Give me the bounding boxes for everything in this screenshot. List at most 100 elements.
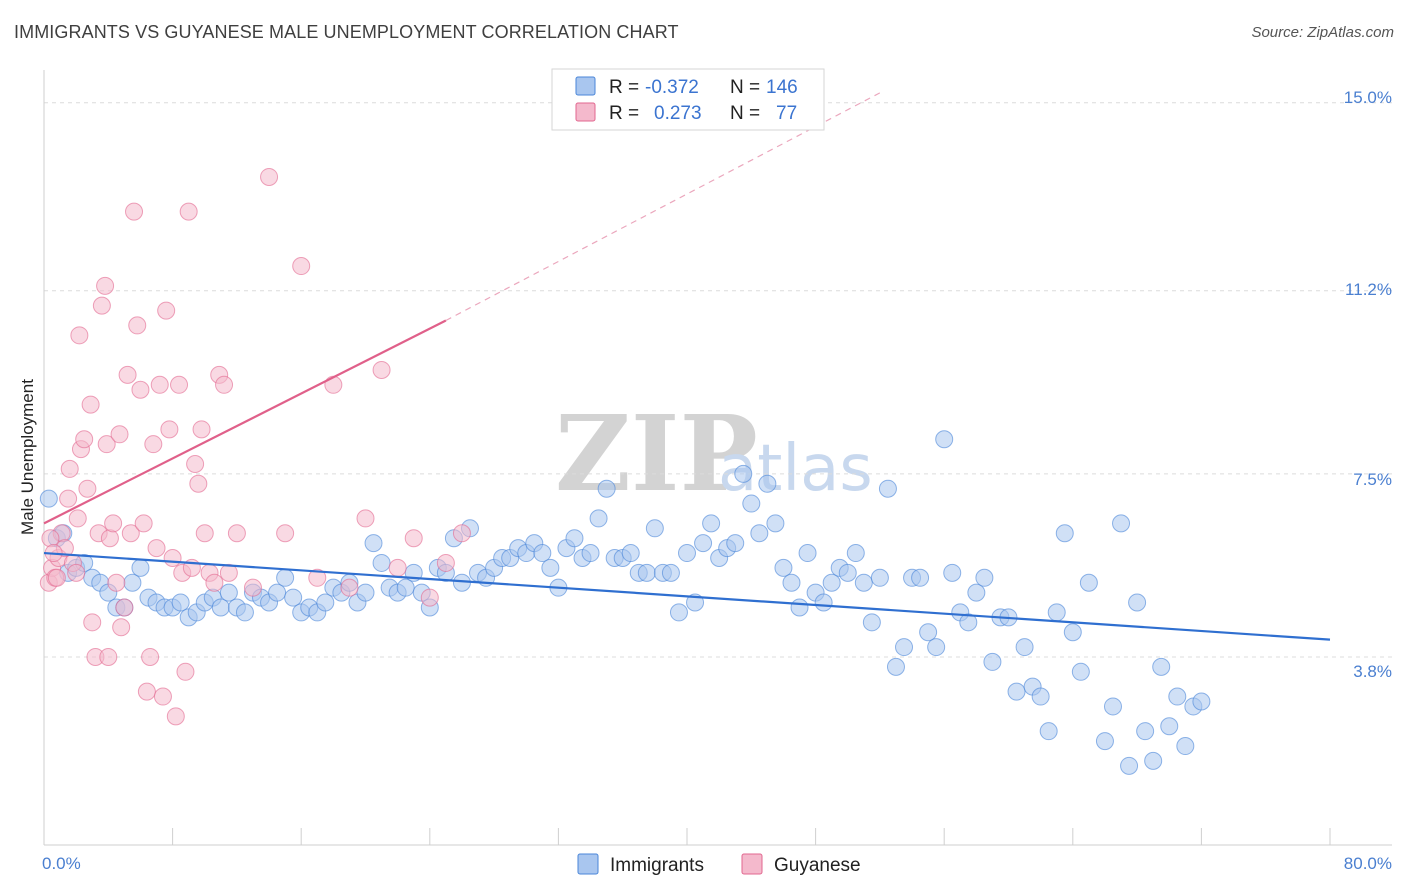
x-tick-label: 80.0% xyxy=(1344,854,1392,873)
immigrants-point xyxy=(565,529,584,548)
immigrants-point xyxy=(637,563,656,582)
immigrants-point xyxy=(645,519,664,538)
immigrants-point xyxy=(1192,692,1211,711)
immigrants-point xyxy=(581,544,600,563)
immigrants-trend-line xyxy=(43,551,1331,641)
guyanese-point xyxy=(292,257,311,276)
immigrants-point xyxy=(814,593,833,612)
guyanese-point xyxy=(68,509,87,528)
guyanese-point xyxy=(452,524,471,543)
legend-label-immigrants: Immigrants xyxy=(610,855,704,876)
guyanese-point xyxy=(176,662,195,681)
guyanese-point xyxy=(110,425,129,444)
guyanese-point xyxy=(436,553,455,572)
guyanese-point xyxy=(75,430,94,449)
immigrants-point xyxy=(1112,514,1131,533)
immigrants-point xyxy=(131,558,150,577)
immigrants-point xyxy=(878,479,897,498)
immigrants-point xyxy=(702,514,721,533)
immigrants-point xyxy=(790,598,809,617)
guyanese-point xyxy=(388,558,407,577)
immigrants-point xyxy=(356,583,375,602)
guyanese-point xyxy=(121,524,140,543)
immigrants-point xyxy=(1152,657,1171,676)
immigrants-point xyxy=(39,489,58,508)
immigrants-point xyxy=(661,563,680,582)
immigrants-point xyxy=(1128,593,1147,612)
immigrants-point xyxy=(1136,722,1155,741)
legend-r-value: -0.372 xyxy=(645,77,699,98)
guyanese-point xyxy=(189,474,208,493)
immigrants-point xyxy=(589,509,608,528)
immigrants-point xyxy=(1055,524,1074,543)
immigrants-point xyxy=(276,568,295,587)
immigrants-point xyxy=(1168,687,1187,706)
guyanese-point xyxy=(324,375,343,394)
immigrants-point xyxy=(1047,603,1066,622)
immigrants-point xyxy=(669,603,688,622)
immigrants-point xyxy=(1007,682,1026,701)
immigrants-point xyxy=(364,534,383,553)
immigrants-point xyxy=(854,573,873,592)
grid-lines xyxy=(44,102,1392,658)
immigrants-point xyxy=(686,593,705,612)
guyanese-point xyxy=(170,375,189,394)
guyanese-point xyxy=(227,524,246,543)
guyanese-point xyxy=(41,529,60,548)
immigrants-point xyxy=(983,652,1002,671)
guyanese-point xyxy=(166,707,185,726)
immigrants-point xyxy=(1039,722,1058,741)
correlation-legend: R = -0.372 N = 146 R = 0.273 N = 77 xyxy=(551,68,825,131)
immigrants-point xyxy=(1176,737,1195,756)
guyanese-point xyxy=(92,296,111,315)
immigrants-point xyxy=(758,474,777,493)
legend-n-value: 146 xyxy=(766,77,798,98)
guyanese-point xyxy=(97,435,116,454)
legend-swatch-guyanese xyxy=(741,853,763,875)
legend-r-label: R = xyxy=(609,103,639,124)
y-tick-label: 15.0% xyxy=(1344,88,1392,107)
guyanese-point xyxy=(81,395,100,414)
guyanese-point xyxy=(78,479,97,498)
guyanese-point xyxy=(195,524,214,543)
guyanese-point xyxy=(47,568,66,587)
immigrants-point xyxy=(967,583,986,602)
immigrants-point xyxy=(726,534,745,553)
immigrants-point xyxy=(959,613,978,632)
legend-n-label: N = xyxy=(730,77,760,98)
guyanese-point xyxy=(215,375,234,394)
guyanese-point xyxy=(134,514,153,533)
immigrants-point xyxy=(316,593,335,612)
guyanese-point xyxy=(104,514,123,533)
immigrants-point xyxy=(886,657,905,676)
immigrants-point xyxy=(123,573,142,592)
guyanese-point xyxy=(260,167,279,186)
series-legend: Immigrants Guyanese xyxy=(577,853,861,876)
guyanese-point xyxy=(420,588,439,607)
immigrants-point xyxy=(935,430,954,449)
guyanese-point xyxy=(153,687,172,706)
immigrants-point xyxy=(742,494,761,513)
y-tick-label: 11.2% xyxy=(1345,280,1392,299)
immigrants-point xyxy=(766,514,785,533)
y-axis-label: Male Unemployment xyxy=(18,379,37,535)
guyanese-point xyxy=(243,578,262,597)
guyanese-point xyxy=(118,365,137,384)
immigrants-point xyxy=(943,563,962,582)
legend-r-label: R = xyxy=(609,77,639,98)
guyanese-point xyxy=(205,573,224,592)
immigrants-point xyxy=(975,568,994,587)
guyanese-point xyxy=(59,489,78,508)
guyanese-trend-extension xyxy=(445,92,881,322)
guyanese-trend-line xyxy=(43,319,447,525)
guyanese-point xyxy=(141,647,160,666)
immigrants-point xyxy=(846,544,865,563)
immigrants-point xyxy=(533,544,552,563)
immigrants-point xyxy=(452,573,471,592)
immigrants-point xyxy=(235,603,254,622)
immigrants-point xyxy=(372,553,391,572)
y-tick-label: 3.8% xyxy=(1353,662,1392,681)
guyanese-point xyxy=(67,563,86,582)
legend-label-guyanese: Guyanese xyxy=(774,855,861,876)
source-label: Source: ZipAtlas.com xyxy=(1251,24,1394,41)
